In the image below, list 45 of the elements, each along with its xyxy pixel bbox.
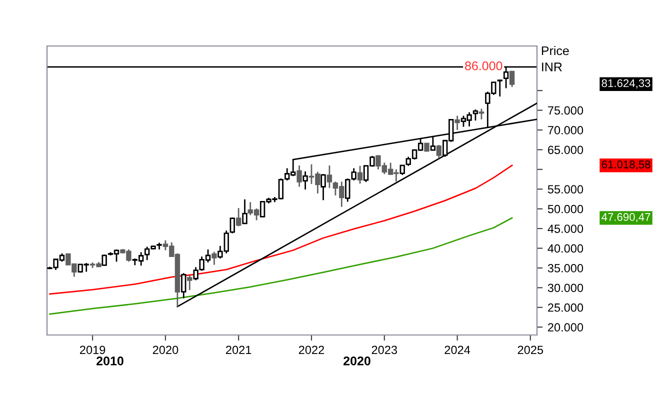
y-tick-label: 20.000 [548, 323, 584, 332]
x-tick-label: 2024 [444, 346, 470, 354]
y-tick-label: 25.000 [548, 303, 584, 312]
y-axis-title: Price INR [542, 46, 569, 72]
candlestick [236, 207, 242, 227]
candlestick [320, 173, 326, 201]
y-tick-label: 40.000 [548, 244, 584, 253]
y-tick-label: 70.000 [548, 126, 584, 134]
candlestick [472, 108, 478, 122]
x-tick-label: 2022 [298, 346, 324, 354]
y-tick-label: 30.000 [548, 284, 584, 292]
text: 2020 [344, 356, 370, 366]
candlestick [497, 78, 502, 98]
text: 47.690,47 [602, 213, 650, 222]
y-tick-label: 45.000 [548, 224, 584, 233]
x-tick-label: 2025 [518, 346, 544, 354]
candlestick [454, 115, 460, 131]
x-tick-label: 2019 [80, 346, 106, 354]
candlestick [302, 170, 308, 190]
y-tick-label: 35.000 [548, 264, 584, 272]
y-tick-label: 50.000 [548, 204, 584, 214]
text: 2010 [96, 356, 124, 366]
candlestick [326, 164, 332, 189]
candlestick [296, 164, 302, 188]
y-tick-label: 55.000 [548, 185, 584, 194]
candlestick [430, 136, 436, 151]
candlestick [187, 274, 192, 291]
candlestick [212, 251, 217, 266]
candlestick [478, 108, 484, 120]
candlestick [436, 144, 442, 160]
x-tick-label: 2023 [372, 346, 397, 354]
candlestick [509, 70, 515, 88]
candlestick [400, 164, 405, 176]
y-tick-label: 65.000 [548, 146, 584, 154]
x-tick-label: 2021 [226, 346, 252, 354]
line-series [49, 217, 513, 315]
y-tick-label: 75.000 [548, 106, 584, 115]
candlestick [242, 198, 248, 224]
text: 81.624,33 [602, 79, 650, 88]
candlestick [181, 272, 186, 300]
x-tick-label: 2020 [152, 346, 178, 354]
line-series [49, 164, 513, 295]
text: 61.018,58 [602, 160, 650, 170]
candlestick [357, 165, 363, 184]
ref-line-label: 86.000 [465, 61, 502, 70]
